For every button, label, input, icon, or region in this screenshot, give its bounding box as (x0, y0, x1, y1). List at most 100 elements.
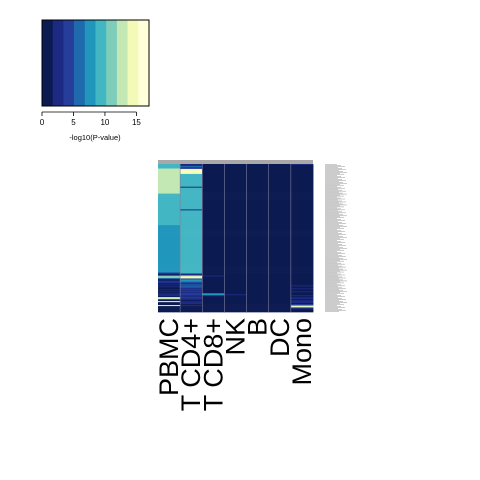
heatmap-cell (180, 300, 203, 302)
heatmap-cell (158, 296, 181, 298)
heatmap-cell (202, 288, 225, 290)
heatmap-cell (268, 218, 292, 220)
heatmap-cell (290, 204, 314, 206)
heatmap-cell (290, 177, 314, 180)
heatmap-cell (202, 216, 225, 218)
heatmap-cell (158, 212, 181, 214)
heatmap-cell (290, 267, 314, 269)
heatmap-cell (224, 171, 247, 174)
heatmap-cell (180, 255, 203, 258)
heatmap-cell (290, 250, 314, 253)
heatmap-cell (224, 202, 247, 204)
heatmap-cell (180, 270, 203, 272)
heatmap-cell (202, 253, 225, 256)
heatmap-cell (158, 276, 181, 278)
heatmap-cell (224, 187, 247, 190)
heatmap-cell (158, 183, 181, 186)
heatmap-cell (268, 248, 292, 251)
heatmap-cell (290, 229, 314, 231)
heatmap-cell (268, 213, 292, 215)
heatmap-cell (268, 296, 292, 298)
heatmap-cell (224, 230, 247, 232)
heatmap-cell (180, 291, 203, 293)
heatmap-cell (180, 288, 203, 290)
heatmap-cell (268, 299, 292, 301)
heatmap-cell (158, 283, 181, 285)
heatmap-cell (268, 215, 292, 217)
heatmap-cell (268, 238, 292, 240)
heatmap-cell (180, 173, 203, 176)
heatmap-cell (268, 182, 292, 185)
color-key-swatch (95, 20, 107, 106)
heatmap-cell (224, 215, 247, 217)
heatmap-cell (224, 296, 247, 298)
heatmap-cell (224, 283, 247, 285)
heatmap-cell (290, 309, 314, 311)
heatmap-cell (202, 168, 225, 171)
heatmap-cell (268, 265, 292, 267)
heatmap-cell (246, 302, 270, 304)
heatmap-cell (202, 256, 225, 259)
heatmap-cell (180, 171, 203, 174)
heatmap-cell (224, 262, 247, 265)
heatmap-cell (246, 255, 270, 258)
heatmap-cell (268, 250, 292, 253)
heatmap-cell (202, 294, 225, 296)
heatmap-cell (158, 239, 181, 242)
heatmap-cell (224, 177, 247, 180)
heatmap-cell (180, 225, 203, 227)
heatmap-cell (290, 181, 314, 184)
heatmap-cell (246, 181, 270, 184)
heatmap-cell (224, 207, 247, 209)
heatmap-cell (224, 288, 247, 290)
heatmap-cell (246, 177, 270, 180)
heatmap-cell (158, 243, 181, 246)
heatmap-cell (202, 215, 225, 217)
heatmap-cell (268, 174, 292, 177)
heatmap-cell (202, 248, 225, 251)
heatmap-cell (268, 267, 292, 269)
heatmap-cell (158, 175, 181, 178)
heatmap-cell (224, 234, 247, 236)
heatmap-cell (224, 169, 247, 172)
heatmap-cell (268, 235, 292, 237)
heatmap-cell (246, 180, 270, 183)
heatmap-cell (158, 289, 181, 291)
color-key-border (41, 19, 150, 107)
color-key-swatches (42, 20, 150, 106)
heatmap-cell (290, 220, 314, 222)
heatmap-cell (202, 221, 225, 223)
heatmap-cell (158, 228, 181, 230)
heatmap-cell (180, 206, 203, 208)
heatmap-cell (202, 235, 225, 237)
heatmap-cell (246, 275, 270, 277)
heatmap-cell (246, 280, 270, 282)
heatmap-cell (290, 240, 314, 243)
heatmap-cell (224, 278, 247, 280)
heatmap-cell (290, 311, 314, 313)
heatmap-cell (202, 237, 225, 239)
heatmap-cell (180, 243, 203, 246)
heatmap-cell (246, 301, 270, 303)
heatmap-cell (290, 268, 314, 270)
heatmap-cell (268, 204, 292, 206)
heatmap-cell (180, 203, 203, 205)
heatmap-cell (246, 265, 270, 267)
heatmap-cell (158, 290, 181, 292)
heatmap-cell (224, 174, 247, 177)
heatmap-cell (290, 303, 314, 305)
heatmap-cell (246, 208, 270, 210)
heatmap-cell (180, 168, 203, 171)
heatmap-cell (158, 298, 181, 300)
heatmap-cell (202, 172, 225, 175)
heatmap-cell (246, 311, 270, 313)
heatmap-cell (246, 267, 270, 269)
heatmap-cell (290, 226, 314, 228)
heatmap-cell (224, 273, 247, 275)
heatmap-cell (180, 294, 203, 296)
heatmap-cell (246, 178, 270, 181)
heatmap-cell (290, 238, 314, 240)
heatmap-cell (246, 230, 270, 232)
heatmap-cell (290, 306, 314, 308)
heatmap-cell (268, 243, 292, 246)
